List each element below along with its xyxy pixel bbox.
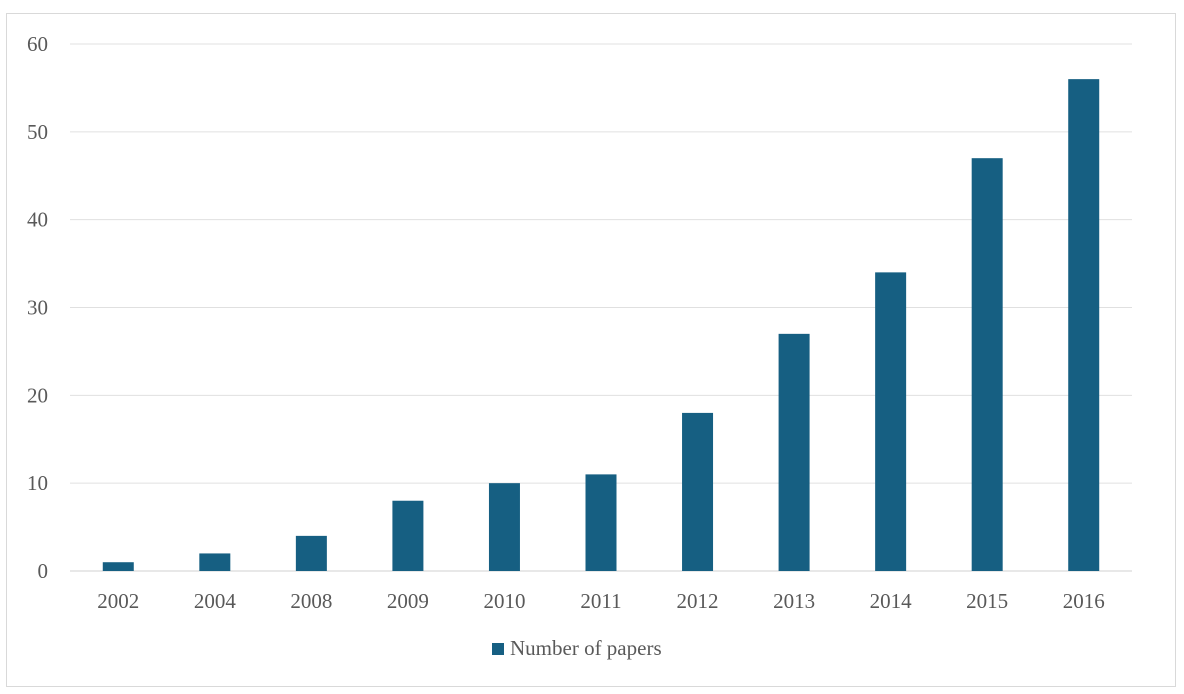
- x-tick-label: 2002: [97, 589, 139, 613]
- x-tick-label: 2016: [1063, 589, 1105, 613]
- x-tick-label: 2013: [773, 589, 815, 613]
- x-tick-label: 2009: [387, 589, 429, 613]
- legend: Number of papers: [492, 636, 662, 661]
- y-tick-label: 20: [27, 383, 48, 407]
- bar-2011: [585, 474, 617, 571]
- legend-label: Number of papers: [510, 636, 662, 660]
- x-tick-label: 2015: [966, 589, 1008, 613]
- y-tick-label: 30: [27, 296, 48, 320]
- bar-2009: [392, 500, 424, 571]
- x-tick-label: 2012: [677, 589, 719, 613]
- bar-2008: [295, 535, 327, 571]
- bar-2012: [682, 412, 714, 571]
- x-tick-label: 2010: [483, 589, 525, 613]
- bar-2010: [488, 483, 520, 571]
- bar-2002: [102, 562, 134, 571]
- y-tick-label: 10: [27, 471, 48, 495]
- x-tick-label: 2014: [870, 589, 913, 613]
- bar-2004: [199, 553, 231, 571]
- y-tick-label: 50: [27, 120, 48, 144]
- x-tick-label: 2011: [580, 589, 621, 613]
- bar-2016: [1068, 79, 1100, 571]
- x-tick-label: 2008: [290, 589, 332, 613]
- bar-2015: [971, 158, 1003, 571]
- y-tick-label: 60: [27, 32, 48, 56]
- y-tick-label: 0: [38, 559, 49, 583]
- bar-2013: [778, 333, 810, 571]
- bar-2014: [875, 272, 907, 571]
- y-tick-label: 40: [27, 208, 48, 232]
- legend-swatch: [492, 642, 504, 655]
- x-tick-label: 2004: [194, 589, 237, 613]
